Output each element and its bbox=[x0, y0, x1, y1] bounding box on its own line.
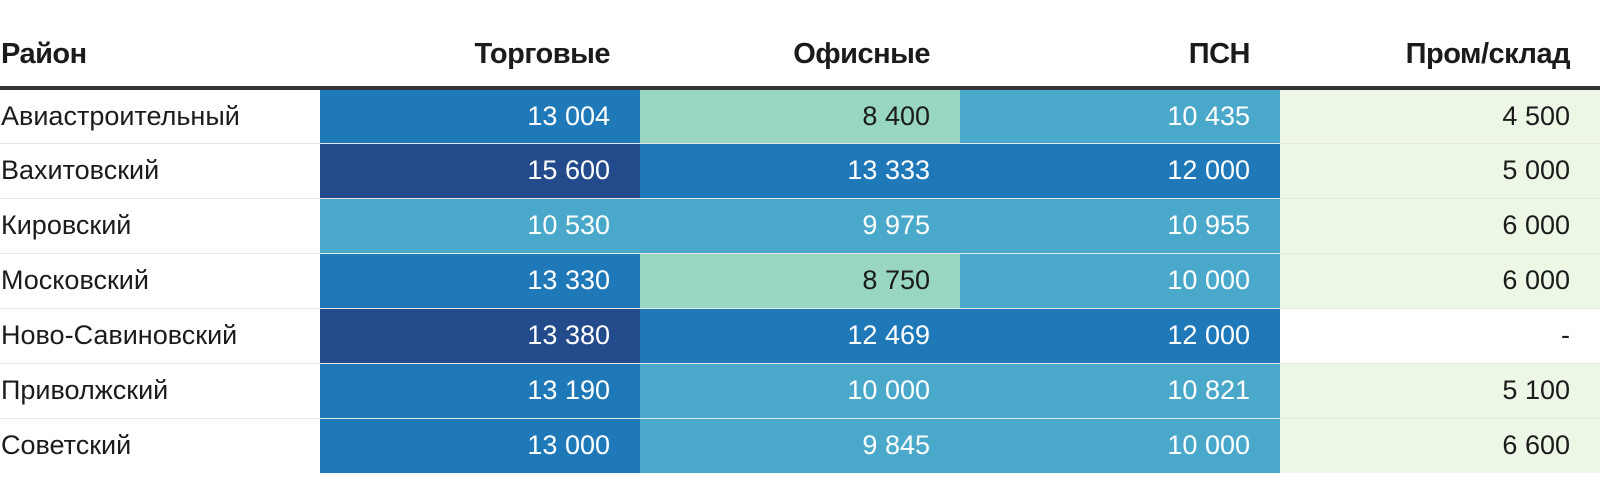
table-row: Приволжский 13 190 10 000 10 821 5 100 bbox=[0, 363, 1600, 419]
table-body: Авиастроительный 13 004 8 400 10 435 4 500 Ва… bbox=[0, 88, 1600, 473]
value-cell-psn: 12 000 bbox=[960, 143, 1280, 199]
district-name-cell: Московский bbox=[0, 253, 320, 309]
district-name-cell: Авиастроительный bbox=[0, 88, 320, 144]
table-row: Кировский 10 530 9 975 10 955 6 000 bbox=[0, 198, 1600, 254]
value-cell-industrial: - bbox=[1280, 308, 1600, 364]
district-name-cell: Советский bbox=[1, 430, 132, 461]
column-header-office: Офисные bbox=[640, 22, 960, 90]
column-header-industrial: Пром/склад bbox=[1280, 22, 1600, 90]
value-cell-psn: 10 000 bbox=[960, 418, 1280, 473]
value-cell-office: 8 400 bbox=[640, 88, 960, 144]
value-cell-retail: 13 330 bbox=[320, 253, 640, 309]
district-name-cell: Ново-Савиновский bbox=[0, 308, 320, 364]
district-name-cell: Приволжский bbox=[0, 363, 320, 419]
header-row: Район Торговые Офисные ПСН Пром/склад bbox=[0, 22, 1600, 90]
value-cell-office: 12 469 bbox=[640, 308, 960, 364]
value-cell-office: 13 333 bbox=[640, 143, 960, 199]
table-row: Вахитовский 15 600 13 333 12 000 5 000 bbox=[0, 143, 1600, 199]
district-name-cell: Кировский bbox=[0, 198, 320, 254]
table-row: Авиастроительный 13 004 8 400 10 435 4 500 bbox=[0, 88, 1600, 144]
value-cell-psn: 10 000 bbox=[960, 253, 1280, 309]
value-cell-retail: 13 004 bbox=[320, 88, 640, 144]
value-cell-industrial: 5 100 bbox=[1280, 363, 1600, 419]
column-header-retail: Торговые bbox=[320, 22, 640, 90]
value-cell-industrial: 6 000 bbox=[1280, 198, 1600, 254]
value-cell-psn: 12 000 bbox=[960, 308, 1280, 364]
value-cell-industrial: 5 000 bbox=[1280, 143, 1600, 199]
value-cell-office: 10 000 bbox=[640, 363, 960, 419]
table-row: Московский 13 330 8 750 10 000 6 000 bbox=[0, 253, 1600, 309]
value-cell-retail: 13 000 bbox=[320, 418, 640, 473]
table-row: Советский 13 000 9 845 10 000 6 600 bbox=[0, 418, 1600, 473]
value-cell-industrial: 6 000 bbox=[1280, 253, 1600, 309]
value-cell-office: 8 750 bbox=[640, 253, 960, 309]
rent-rate-table: Район Торговые Офисные ПСН Пром/склад Ав… bbox=[0, 22, 1600, 473]
value-cell-retail: 10 530 bbox=[320, 198, 640, 254]
value-cell-psn: 10 435 bbox=[960, 88, 1280, 144]
value-cell-retail: 15 600 bbox=[320, 143, 640, 199]
value-cell-psn: 10 955 bbox=[960, 198, 1280, 254]
column-header-district: Район bbox=[0, 22, 320, 90]
value-cell-industrial: 6 600 bbox=[1280, 418, 1600, 473]
value-cell-retail: 13 380 bbox=[320, 308, 640, 364]
value-cell-psn: 10 821 bbox=[960, 363, 1280, 419]
value-cell-office: 9 975 bbox=[640, 198, 960, 254]
value-cell-retail: 13 190 bbox=[320, 363, 640, 419]
table-header: Район Торговые Офисные ПСН Пром/склад bbox=[0, 22, 1600, 90]
table-row: Ново-Савиновский 13 380 12 469 12 000- bbox=[0, 308, 1600, 364]
district-name-cell: Вахитовский bbox=[0, 143, 320, 199]
column-header-psn: ПСН bbox=[960, 22, 1280, 90]
value-cell-industrial: 4 500 bbox=[1280, 88, 1600, 144]
value-cell-office: 9 845 bbox=[640, 418, 960, 473]
